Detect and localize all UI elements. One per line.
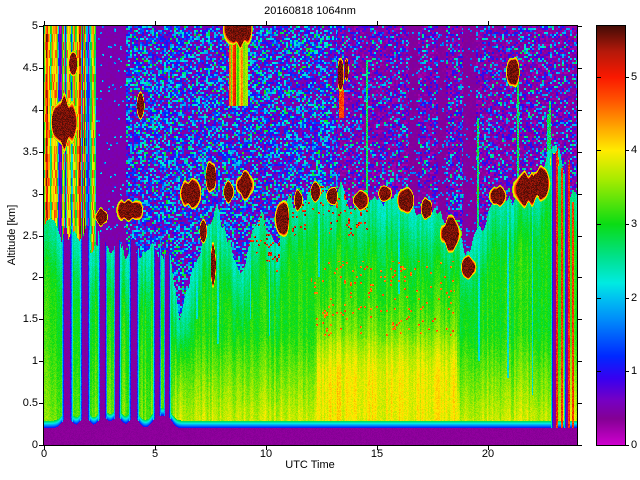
y-tick-label: 3.5 xyxy=(22,146,38,158)
x-tick-bottom xyxy=(488,445,489,450)
y-tick-right xyxy=(577,361,582,362)
y-tick-left xyxy=(39,403,44,404)
x-tick-top xyxy=(266,21,267,26)
x-tick-bottom xyxy=(155,445,156,450)
colorbar-tick-label: 4 xyxy=(631,144,638,156)
y-tick-label: 4.5 xyxy=(22,62,38,74)
y-tick-label: 1.5 xyxy=(22,313,38,325)
x-axis-label: UTC Time xyxy=(285,459,335,471)
colorbar-tick-label: 3 xyxy=(631,218,638,230)
y-tick-label: 0.5 xyxy=(22,397,38,409)
y-tick-right xyxy=(577,194,582,195)
y-tick-left xyxy=(39,68,44,69)
x-tick-top xyxy=(44,21,45,26)
y-tick-left xyxy=(39,26,44,27)
x-tick-label: 15 xyxy=(370,448,384,460)
colorbar-tick-left xyxy=(597,298,601,299)
y-tick-right xyxy=(577,26,582,27)
colorbar-tick-right xyxy=(625,150,629,151)
y-tick-left xyxy=(39,236,44,237)
heatmap-canvas xyxy=(43,25,578,446)
x-tick-label: 10 xyxy=(259,448,273,460)
y-tick-right xyxy=(577,110,582,111)
x-tick-top xyxy=(155,21,156,26)
y-tick-left xyxy=(39,110,44,111)
x-tick-top xyxy=(377,21,378,26)
y-tick-right xyxy=(577,277,582,278)
x-tick-top xyxy=(488,21,489,26)
colorbar-tick-label: 0 xyxy=(631,439,638,451)
colorbar-tick-label: 2 xyxy=(631,292,638,304)
colorbar-tick-left xyxy=(597,445,601,446)
y-tick-left xyxy=(39,277,44,278)
colorbar-tick-right xyxy=(625,77,629,78)
y-tick-left xyxy=(39,194,44,195)
y-tick-right xyxy=(577,445,582,446)
y-tick-right xyxy=(577,319,582,320)
y-tick-left xyxy=(39,319,44,320)
colorbar-tick-right xyxy=(625,445,629,446)
y-tick-label: 3 xyxy=(31,188,38,200)
y-tick-left xyxy=(39,445,44,446)
y-tick-label: 5 xyxy=(31,20,38,32)
y-tick-right xyxy=(577,403,582,404)
colorbar-tick-left xyxy=(597,224,601,225)
colorbar-tick-left xyxy=(597,150,601,151)
x-tick-bottom xyxy=(44,445,45,450)
y-tick-right xyxy=(577,236,582,237)
y-tick-right xyxy=(577,152,582,153)
colorbar-tick-right xyxy=(625,298,629,299)
y-tick-label: 0 xyxy=(31,439,38,451)
x-tick-bottom xyxy=(377,445,378,450)
chart-title: 20160818 1064nm xyxy=(264,5,356,17)
x-tick-label: 5 xyxy=(151,448,159,460)
y-tick-right xyxy=(577,68,582,69)
y-tick-left xyxy=(39,152,44,153)
colorbar-tick-left xyxy=(597,371,601,372)
x-tick-label: 0 xyxy=(40,448,48,460)
colorbar-tick-label: 1 xyxy=(631,365,638,377)
x-tick-bottom xyxy=(266,445,267,450)
y-tick-left xyxy=(39,361,44,362)
y-tick-label: 4 xyxy=(31,104,38,116)
colorbar-tick-left xyxy=(597,77,601,78)
y-tick-label: 2 xyxy=(31,271,38,283)
colorbar-tick-right xyxy=(625,224,629,225)
colorbar-tick-label: 5 xyxy=(631,71,638,83)
colorbar-canvas xyxy=(596,25,626,446)
y-tick-label: 1 xyxy=(31,355,38,367)
y-tick-label: 2.5 xyxy=(22,230,38,242)
colorbar-tick-right xyxy=(625,371,629,372)
x-tick-label: 20 xyxy=(481,448,495,460)
